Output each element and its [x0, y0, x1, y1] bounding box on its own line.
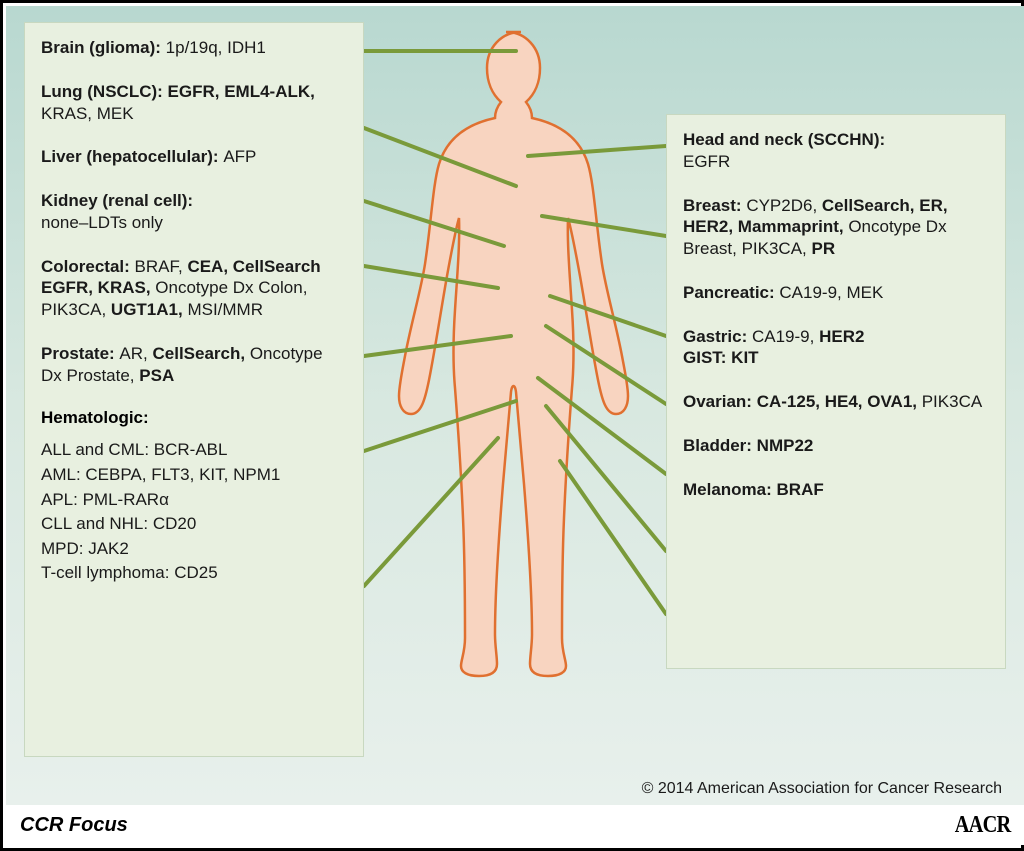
label-bladder: Bladder: NMP22: [683, 435, 989, 457]
label-liver: Liver (hepatocellular): AFP: [41, 146, 347, 168]
label-brain: Brain (glioma): 1p/19q, IDH1: [41, 37, 347, 59]
label-kidney: Kidney (renal cell):none–LDTs only: [41, 190, 347, 234]
main-panel: Brain (glioma): 1p/19q, IDH1 Lung (NSCLC)…: [6, 6, 1024, 811]
label-prostate: Prostate: AR, CellSearch, Oncotype Dx Pr…: [41, 343, 347, 387]
human-body-icon: [391, 26, 651, 766]
right-label-panel: Head and neck (SCCHN):EGFR Breast: CYP2D6…: [666, 114, 1006, 669]
label-ovarian: Ovarian: CA-125, HE4, OVA1, PIK3CA: [683, 391, 989, 413]
footer-title: CCR Focus: [20, 814, 128, 837]
left-label-panel: Brain (glioma): 1p/19q, IDH1 Lung (NSCLC)…: [24, 22, 364, 757]
footer-bar: CCR Focus AACR: [6, 805, 1024, 845]
aacr-logo: AACR: [954, 812, 1010, 839]
body-outline: [399, 32, 628, 676]
label-breast: Breast: CYP2D6, CellSearch, ER, HER2, Ma…: [683, 195, 989, 260]
label-lung: Lung (NSCLC): EGFR, EML4-ALK, KRAS, MEK: [41, 81, 347, 125]
label-gastric: Gastric: CA19-9, HER2GIST: KIT: [683, 326, 989, 370]
label-pancreatic: Pancreatic: CA19-9, MEK: [683, 282, 989, 304]
figure-frame: Brain (glioma): 1p/19q, IDH1 Lung (NSCLC)…: [0, 0, 1024, 851]
label-hematologic_header: Hematologic:: [41, 408, 347, 428]
label-colorectal: Colorectal: BRAF, CEA, CellSearch EGFR, …: [41, 256, 347, 321]
label-melanoma: Melanoma: BRAF: [683, 479, 989, 501]
label-headneck: Head and neck (SCCHN):EGFR: [683, 129, 989, 173]
hematologic-list: ALL and CML: BCR-ABLAML: CEBPA, FLT3, KI…: [41, 438, 347, 586]
copyright-text: © 2014 American Association for Cancer R…: [642, 780, 1002, 798]
